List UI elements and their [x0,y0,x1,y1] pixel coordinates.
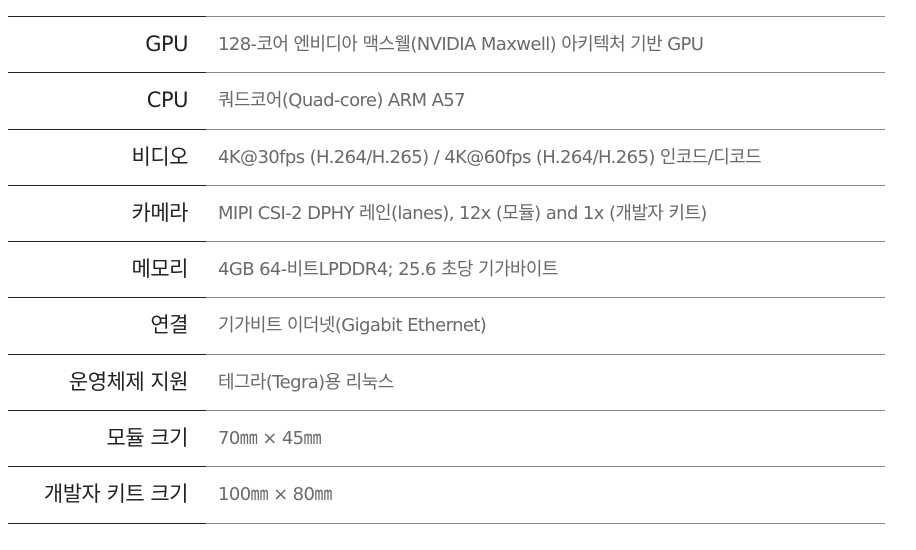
spec-value: 128-코어 엔비디아 맥스웰(NVIDIA Maxwell) 아키텍처 기반 … [218,34,704,55]
spec-row-connectivity: 연결 기가비트 이더넷(Gigabit Ethernet) [8,297,885,353]
spec-value: MIPI CSI-2 DPHY 레인(lanes), 12x (모듈) and … [218,202,707,224]
spec-value: 4GB 64-비트LPDDR4; 25.6 초당 기가바이트 [218,259,558,281]
spec-label: CPU [146,88,189,113]
spec-value: 4K@30fps (H.264/H.265) / 4K@60fps (H.264… [218,146,762,168]
spec-label: GPU [145,32,188,56]
spec-value: 테그라(Tegra)용 리눅스 [218,371,394,393]
spec-label: 개발자 키트 크기 [43,482,189,507]
spec-label: 비디오 [131,144,189,169]
spec-value: 70㎜ × 45㎜ [218,428,322,450]
spec-row-video: 비디오 4K@30fps (H.264/H.265) / 4K@60fps (H… [8,128,885,185]
spec-row-cpu: CPU 쿼드코어(Quad-core) ARM A57 [8,72,885,128]
spec-value: 쿼드코어(Quad-core) ARM A57 [218,90,466,112]
spec-label: 연결 [150,313,188,338]
spec-table: GPU 128-코어 엔비디아 맥스웰(NVIDIA Maxwell) 아키텍처… [8,16,885,524]
spec-value: 100㎜ × 80㎜ [218,484,332,506]
spec-label: 모듈 크기 [106,426,189,451]
spec-row-memory: 메모리 4GB 64-비트LPDDR4; 25.6 초당 기가바이트 [8,241,885,297]
spec-row-gpu: GPU 128-코어 엔비디아 맥스웰(NVIDIA Maxwell) 아키텍처… [8,16,885,72]
spec-row-module-size: 모듈 크기 70㎜ × 45㎜ [8,410,885,466]
spec-label: 메모리 [131,257,189,282]
spec-row-devkit-size: 개발자 키트 크기 100㎜ × 80㎜ [8,466,885,522]
spec-label: 카메라 [131,200,189,225]
spec-label: 운영체제 지원 [68,369,189,394]
spec-value: 기가비트 이더넷(Gigabit Ethernet) [218,315,487,337]
spec-row-camera: 카메라 MIPI CSI-2 DPHY 레인(lanes), 12x (모듈) … [8,184,885,241]
table-bottom-divider [8,522,885,524]
spec-row-os: 운영체제 지원 테그라(Tegra)용 리눅스 [8,353,885,410]
